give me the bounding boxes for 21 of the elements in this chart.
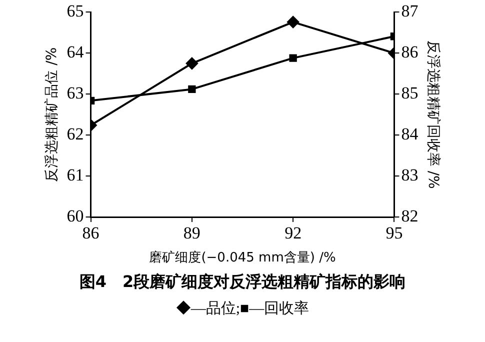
- y2-tick-label: 85: [401, 84, 418, 103]
- x-tick-label: 95: [386, 224, 403, 243]
- y-tick-label: 63: [66, 84, 84, 103]
- y2-axis-title: 反浮选粗精矿回收率 /%: [424, 40, 441, 189]
- y-tick-label: 61: [66, 166, 84, 185]
- y-tick-label: 65: [66, 2, 84, 21]
- y-tick-label: 64: [66, 42, 84, 62]
- x-tick-label: 86: [82, 224, 100, 243]
- x-tick-label: 89: [183, 224, 200, 243]
- y2-tick-label: 87: [401, 2, 419, 21]
- y-tick-label: 60: [66, 206, 84, 226]
- y2-tick-label: 84: [401, 124, 419, 144]
- y2-tick-label: 86: [401, 42, 418, 62]
- y-tick-label: 62: [66, 124, 84, 144]
- x-tick-label: 92: [284, 224, 302, 243]
- y2-tick-label: 83: [401, 166, 418, 185]
- text: ◆—品位;■—回收率: [174, 299, 310, 318]
- text: 图4 2段磨矿细度对反浮选粗精矿指标的影响: [78, 272, 407, 293]
- y-axis-title: 反浮选粗精矿品位 /%: [44, 47, 60, 182]
- x-axis-title: 磨矿细度(−0.045 mm含量) /%: [149, 250, 336, 266]
- y2-tick-label: 82: [401, 206, 418, 226]
